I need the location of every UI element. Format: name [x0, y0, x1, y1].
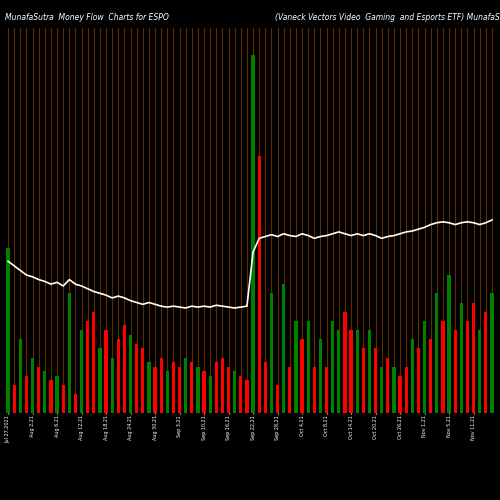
Bar	[172, 362, 175, 412]
Bar	[252, 55, 254, 412]
Bar	[435, 294, 438, 412]
Bar	[160, 358, 163, 412]
Bar	[337, 330, 340, 412]
Bar	[6, 248, 10, 412]
Bar	[490, 294, 494, 412]
Text: (Vaneck Vectors Video  Gaming  and Esports ETF) MunafaSutra.com: (Vaneck Vectors Video Gaming and Esports…	[275, 12, 500, 22]
Bar	[208, 376, 212, 412]
Bar	[116, 339, 120, 412]
Bar	[472, 302, 475, 412]
Bar	[423, 321, 426, 412]
Bar	[221, 358, 224, 412]
Bar	[294, 321, 298, 412]
Bar	[246, 380, 248, 412]
Bar	[429, 339, 432, 412]
Bar	[264, 362, 267, 412]
Bar	[282, 284, 286, 412]
Bar	[466, 321, 469, 412]
Bar	[135, 344, 138, 412]
Bar	[417, 348, 420, 412]
Bar	[392, 366, 396, 412]
Bar	[386, 358, 390, 412]
Bar	[37, 366, 40, 412]
Bar	[80, 330, 83, 412]
Bar	[325, 366, 328, 412]
Bar	[62, 385, 65, 412]
Bar	[233, 371, 236, 412]
Bar	[43, 371, 46, 412]
Bar	[196, 366, 200, 412]
Bar	[184, 358, 188, 412]
Bar	[319, 339, 322, 412]
Bar	[442, 321, 444, 412]
Bar	[380, 366, 384, 412]
Bar	[374, 348, 377, 412]
Bar	[306, 321, 310, 412]
Bar	[258, 156, 261, 412]
Bar	[404, 366, 408, 412]
Bar	[484, 312, 488, 412]
Bar	[50, 380, 52, 412]
Bar	[270, 294, 273, 412]
Bar	[202, 371, 205, 412]
Bar	[239, 376, 242, 412]
Bar	[123, 326, 126, 412]
Bar	[300, 339, 304, 412]
Bar	[398, 376, 402, 412]
Bar	[331, 321, 334, 412]
Bar	[18, 339, 22, 412]
Bar	[214, 362, 218, 412]
Bar	[368, 330, 371, 412]
Bar	[141, 348, 144, 412]
Bar	[68, 294, 71, 412]
Bar	[356, 330, 359, 412]
Bar	[110, 358, 114, 412]
Bar	[350, 330, 352, 412]
Bar	[31, 358, 34, 412]
Bar	[148, 362, 150, 412]
Bar	[288, 366, 292, 412]
Bar	[56, 376, 58, 412]
Bar	[25, 376, 28, 412]
Bar	[362, 348, 365, 412]
Bar	[312, 366, 316, 412]
Bar	[276, 385, 279, 412]
Bar	[478, 330, 482, 412]
Bar	[460, 302, 463, 412]
Bar	[166, 371, 169, 412]
Text: MunafaSutra  Money Flow  Charts for ESPO: MunafaSutra Money Flow Charts for ESPO	[5, 12, 169, 22]
Bar	[448, 275, 450, 412]
Bar	[129, 334, 132, 412]
Bar	[344, 312, 346, 412]
Bar	[98, 348, 102, 412]
Bar	[104, 330, 108, 412]
Bar	[190, 362, 194, 412]
Bar	[454, 330, 457, 412]
Bar	[227, 366, 230, 412]
Bar	[154, 366, 156, 412]
Bar	[92, 312, 96, 412]
Bar	[86, 321, 90, 412]
Bar	[178, 366, 181, 412]
Bar	[410, 339, 414, 412]
Bar	[74, 394, 77, 412]
Bar	[12, 385, 16, 412]
